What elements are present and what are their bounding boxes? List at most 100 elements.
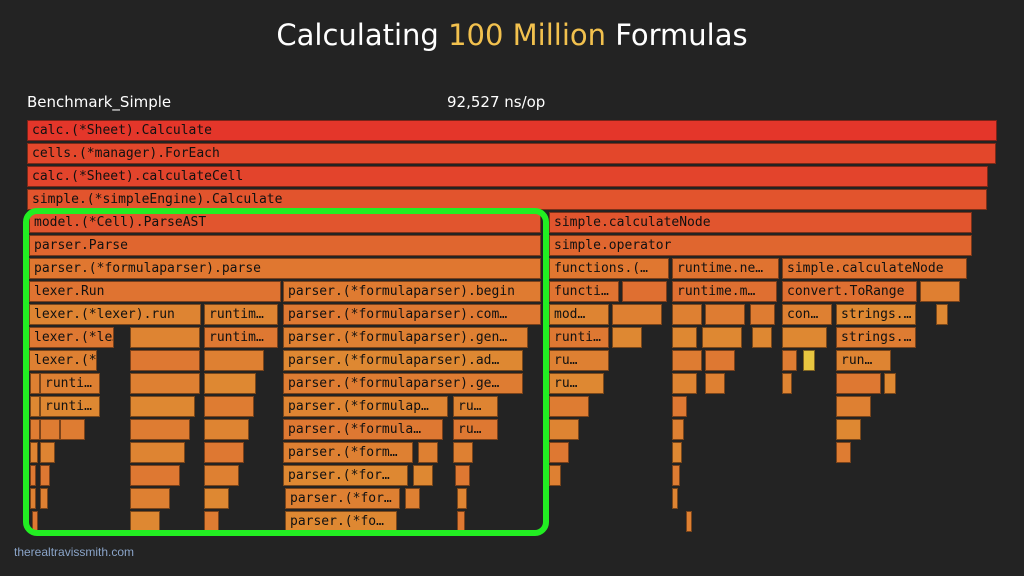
- flame-frame-r17a[interactable]: parser.(*fo…: [285, 511, 397, 532]
- flame-frame[interactable]: [622, 281, 667, 302]
- flame-frame[interactable]: [30, 419, 40, 440]
- flame-frame[interactable]: [30, 396, 40, 417]
- flame-frame[interactable]: [782, 350, 797, 371]
- flame-frame[interactable]: [405, 488, 420, 509]
- flame-frame-r16a[interactable]: parser.(*for…: [285, 488, 400, 509]
- flame-frame-r7c[interactable]: functi…: [549, 281, 619, 302]
- flame-frame-r7d[interactable]: runtime.m…: [672, 281, 777, 302]
- flame-frame[interactable]: [40, 419, 60, 440]
- flame-frame[interactable]: [672, 488, 678, 509]
- flame-frame-r8e[interactable]: con…: [782, 304, 832, 325]
- flame-frame-r4b[interactable]: simple.calculateNode: [549, 212, 972, 233]
- flame-frame[interactable]: [204, 350, 264, 371]
- flame-frame-r10a[interactable]: lexer.(*…: [29, 350, 97, 371]
- flame-frame-r4a[interactable]: model.(*Cell).ParseAST: [29, 212, 541, 233]
- flame-frame[interactable]: [782, 327, 827, 348]
- flame-frame-r3[interactable]: simple.(*simpleEngine).Calculate: [27, 189, 987, 210]
- flame-frame-r9c[interactable]: parser.(*formulaparser).gen…: [283, 327, 528, 348]
- flame-frame[interactable]: [413, 465, 433, 486]
- flame-frame-r13a[interactable]: parser.(*formula…: [283, 419, 443, 440]
- flame-frame[interactable]: [836, 419, 861, 440]
- flame-frame-r12a[interactable]: runti…: [40, 396, 100, 417]
- flame-frame[interactable]: [672, 327, 697, 348]
- flame-frame[interactable]: [702, 327, 742, 348]
- flame-frame[interactable]: [936, 304, 948, 325]
- flame-frame-r8c[interactable]: parser.(*formulaparser).com…: [283, 304, 541, 325]
- flame-frame[interactable]: [40, 488, 48, 509]
- flame-frame[interactable]: [130, 419, 190, 440]
- flame-frame[interactable]: [836, 373, 881, 394]
- flame-frame[interactable]: [612, 304, 662, 325]
- flame-frame[interactable]: [32, 511, 38, 532]
- flame-frame-r9d[interactable]: runti…: [549, 327, 609, 348]
- flame-frame[interactable]: [130, 396, 195, 417]
- flame-frame[interactable]: [612, 327, 642, 348]
- flame-frame[interactable]: [672, 373, 697, 394]
- flame-frame-r15a[interactable]: parser.(*for…: [283, 465, 408, 486]
- flame-frame-r12b[interactable]: parser.(*formulap…: [283, 396, 448, 417]
- flame-frame[interactable]: [40, 442, 55, 463]
- flame-frame[interactable]: [418, 442, 438, 463]
- flame-frame[interactable]: [453, 442, 473, 463]
- flame-frame[interactable]: [672, 465, 680, 486]
- flame-frame[interactable]: [752, 327, 772, 348]
- flame-frame[interactable]: [30, 373, 40, 394]
- flame-frame[interactable]: [30, 488, 36, 509]
- flame-frame[interactable]: [204, 511, 219, 532]
- flame-frame-r8d[interactable]: mod…: [549, 304, 609, 325]
- flame-frame-r7a[interactable]: lexer.Run: [29, 281, 281, 302]
- flame-frame[interactable]: [457, 488, 467, 509]
- flame-frame-r11b[interactable]: parser.(*formulaparser).ge…: [283, 373, 523, 394]
- flame-frame[interactable]: [920, 281, 960, 302]
- flame-frame-r8a[interactable]: lexer.(*lexer).run: [29, 304, 201, 325]
- flame-frame[interactable]: [130, 373, 200, 394]
- flame-frame-r9b[interactable]: runtim…: [204, 327, 278, 348]
- flame-frame-r8b[interactable]: runtim…: [204, 304, 278, 325]
- flame-frame-r11c[interactable]: ru…: [549, 373, 604, 394]
- flame-frame[interactable]: [705, 350, 735, 371]
- flame-frame[interactable]: [30, 465, 36, 486]
- flame-frame[interactable]: [457, 511, 465, 532]
- flame-frame[interactable]: [204, 465, 239, 486]
- flame-frame[interactable]: [549, 442, 569, 463]
- flame-frame[interactable]: [836, 442, 851, 463]
- flame-frame[interactable]: [30, 442, 38, 463]
- flame-frame-r2[interactable]: calc.(*Sheet).calculateCell: [27, 166, 988, 187]
- flame-frame-r9a[interactable]: lexer.(*le…: [29, 327, 114, 348]
- flame-frame[interactable]: [705, 373, 725, 394]
- flame-frame-r5a[interactable]: parser.Parse: [29, 235, 541, 256]
- flame-frame-r9e[interactable]: strings.…: [836, 327, 916, 348]
- flame-frame-r6a[interactable]: parser.(*formulaparser).parse: [29, 258, 541, 279]
- flame-frame[interactable]: [549, 419, 579, 440]
- flame-frame[interactable]: [750, 304, 775, 325]
- flame-frame[interactable]: [204, 373, 256, 394]
- flame-frame-r6b[interactable]: functions.(…: [549, 258, 669, 279]
- flame-frame-r11a[interactable]: runti…: [40, 373, 100, 394]
- flame-frame[interactable]: [455, 465, 470, 486]
- flame-frame[interactable]: [130, 442, 185, 463]
- flame-frame[interactable]: [549, 396, 589, 417]
- flame-frame[interactable]: [40, 465, 50, 486]
- flame-frame-r10d[interactable]: run…: [836, 350, 891, 371]
- flame-frame[interactable]: [672, 304, 702, 325]
- flame-frame[interactable]: [705, 304, 745, 325]
- flame-frame[interactable]: [836, 396, 871, 417]
- flame-frame-r7e[interactable]: convert.ToRange: [782, 281, 917, 302]
- flame-frame-r0[interactable]: calc.(*Sheet).Calculate: [27, 120, 997, 141]
- flame-frame[interactable]: [884, 373, 896, 394]
- flame-frame[interactable]: [204, 488, 229, 509]
- flame-frame[interactable]: [782, 373, 792, 394]
- flame-frame-r5b[interactable]: simple.operator: [549, 235, 972, 256]
- flame-frame[interactable]: [672, 442, 682, 463]
- flame-frame[interactable]: [130, 465, 180, 486]
- flame-frame[interactable]: [60, 419, 85, 440]
- flame-frame[interactable]: [672, 396, 687, 417]
- flame-frame-r6d[interactable]: simple.calculateNode: [782, 258, 967, 279]
- flame-frame[interactable]: [130, 350, 200, 371]
- flame-frame-r14a[interactable]: parser.(*form…: [283, 442, 413, 463]
- flame-frame[interactable]: [549, 465, 561, 486]
- flame-frame[interactable]: [204, 442, 244, 463]
- flame-frame-r1[interactable]: cells.(*manager).ForEach: [27, 143, 996, 164]
- flame-frame-r7b[interactable]: parser.(*formulaparser).begin: [283, 281, 541, 302]
- flame-frame-r13b[interactable]: ru…: [453, 419, 498, 440]
